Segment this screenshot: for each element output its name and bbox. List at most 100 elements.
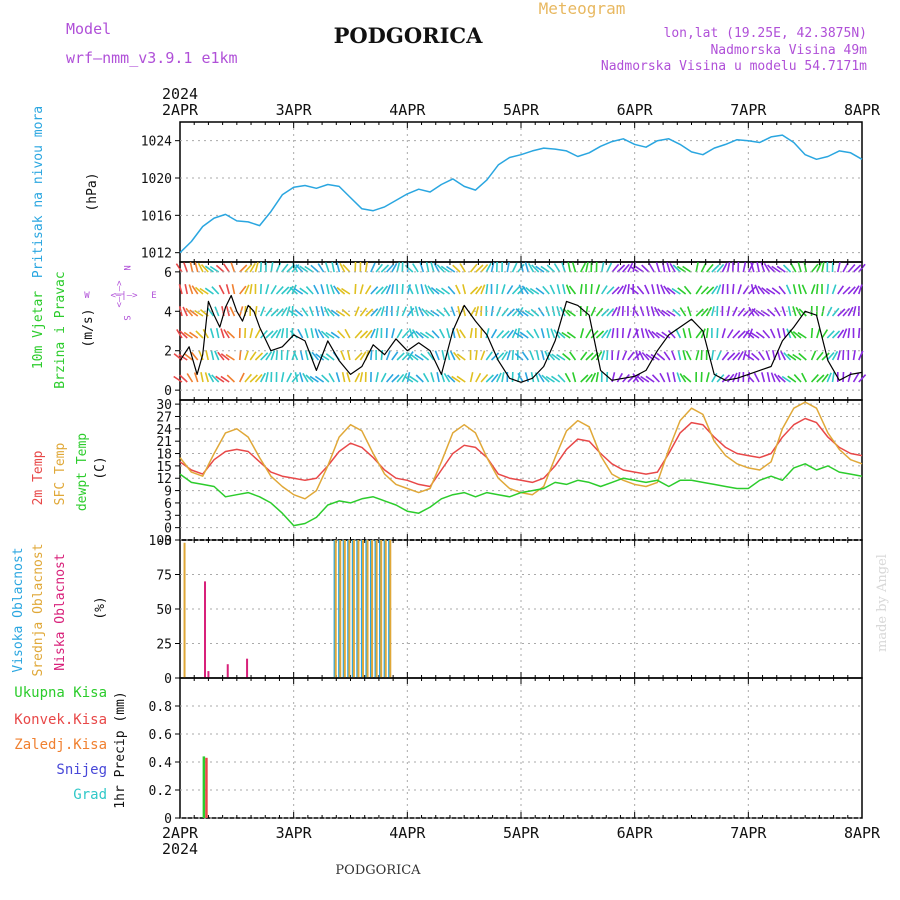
wind-barb — [401, 283, 404, 295]
wind-barb — [475, 285, 483, 295]
wind-barb — [782, 328, 787, 339]
wind-barb — [459, 263, 466, 273]
wind-barb — [852, 372, 860, 383]
wind-barb — [556, 284, 561, 295]
compass-s: S — [121, 315, 131, 320]
bottom-year: 2024 — [162, 840, 198, 858]
wind-barb — [700, 349, 703, 361]
wind-barb — [265, 351, 273, 361]
bottom-date-label: 2APR — [162, 824, 199, 842]
wind-barb — [190, 351, 199, 361]
wind-barb — [611, 306, 618, 317]
wind-barb — [185, 307, 194, 317]
wind-barb — [529, 350, 535, 361]
precip-legend-item: Snijeg — [56, 762, 107, 778]
wind-barb — [847, 286, 856, 295]
wind-barb — [239, 285, 247, 295]
wind-barb — [616, 349, 620, 361]
wind-barb — [204, 265, 214, 273]
wind-barb — [635, 374, 645, 383]
wind-barb — [422, 372, 430, 383]
wind-barb — [485, 374, 494, 383]
wind-barb — [490, 373, 499, 383]
wind-barb — [645, 375, 655, 383]
wind-barb — [831, 307, 840, 317]
wind-barb — [780, 350, 787, 361]
wind-barb — [344, 328, 351, 339]
wind-barb — [441, 287, 451, 295]
wind-barb — [469, 286, 479, 295]
wind-barb — [336, 262, 341, 273]
wind-barb — [521, 351, 529, 361]
wind-barb — [299, 287, 309, 295]
wind-barb — [655, 331, 666, 339]
wind-barb — [302, 372, 309, 383]
wind-barb — [732, 330, 741, 339]
wind-barb — [542, 285, 550, 295]
wind-barb — [627, 284, 630, 295]
wind-barb — [781, 375, 791, 383]
wind-barb — [742, 350, 747, 361]
wind-barb — [600, 350, 606, 361]
wind-barb — [409, 353, 419, 361]
dewpt-line — [179, 463, 863, 527]
cloud-panel: 0 25 50 75 100 — [149, 534, 863, 687]
wind-barb — [214, 350, 220, 361]
wind-ylabel-1: 10m Vjetar — [31, 291, 46, 369]
wind-barb — [667, 329, 676, 339]
wind-barb — [424, 284, 430, 295]
wind-barb — [687, 306, 692, 317]
wind-barb — [275, 308, 284, 317]
wind-barb — [585, 328, 592, 339]
wind-barb — [490, 352, 500, 361]
wind-ytick-label: 6 — [164, 266, 172, 281]
wind-barb — [215, 328, 220, 339]
wind-barb — [732, 283, 735, 295]
wind-barb — [798, 308, 807, 317]
wind-barb — [810, 263, 819, 273]
wind-barb — [765, 287, 776, 295]
wind-barb — [330, 331, 340, 339]
wind-barb — [408, 328, 414, 339]
bottom-date-label: 8APR — [844, 824, 881, 842]
wind-barb — [320, 330, 330, 339]
wind-barb — [207, 372, 215, 383]
wind-barb — [270, 284, 277, 295]
wind-barb — [259, 306, 266, 317]
wind-barb — [682, 350, 687, 361]
wind-barb — [842, 262, 849, 273]
wind-barb — [761, 287, 771, 295]
wind-barb — [179, 330, 188, 339]
wind-barb — [705, 327, 709, 339]
wind-barb — [436, 308, 445, 317]
wind-barb — [446, 265, 456, 273]
compass-e: E — [151, 291, 156, 301]
wind-barb — [677, 287, 687, 295]
wind-barb — [565, 284, 571, 295]
wind-barb — [215, 375, 225, 383]
wind-barb — [695, 262, 699, 273]
wind-barb — [716, 284, 722, 295]
wind-barb — [776, 328, 781, 339]
precip-panel: 0 0.2 0.4 0.6 0.8 — [149, 677, 863, 827]
wind-barb — [291, 305, 294, 317]
bottom-date-label: 7APR — [730, 824, 767, 842]
wind-barb — [225, 353, 235, 361]
wind-barb — [200, 264, 209, 273]
model-name: wrf—nmm_v3.9.1 e1km — [66, 49, 238, 67]
wind-barb — [175, 263, 183, 273]
wind-barb — [260, 329, 268, 339]
wind-barb — [385, 350, 391, 361]
wind-barb — [280, 372, 285, 383]
wind-barb — [688, 328, 692, 339]
wind-barb — [506, 308, 515, 317]
wind-barb — [706, 263, 714, 273]
wind-barb — [557, 374, 566, 383]
wind-barb — [375, 327, 379, 339]
wind-barb — [220, 328, 225, 339]
wind-barb — [391, 283, 394, 295]
wind-barb — [595, 284, 601, 295]
wind-barb — [711, 264, 720, 273]
wind-barb — [323, 306, 330, 317]
wind-barb — [782, 264, 792, 273]
